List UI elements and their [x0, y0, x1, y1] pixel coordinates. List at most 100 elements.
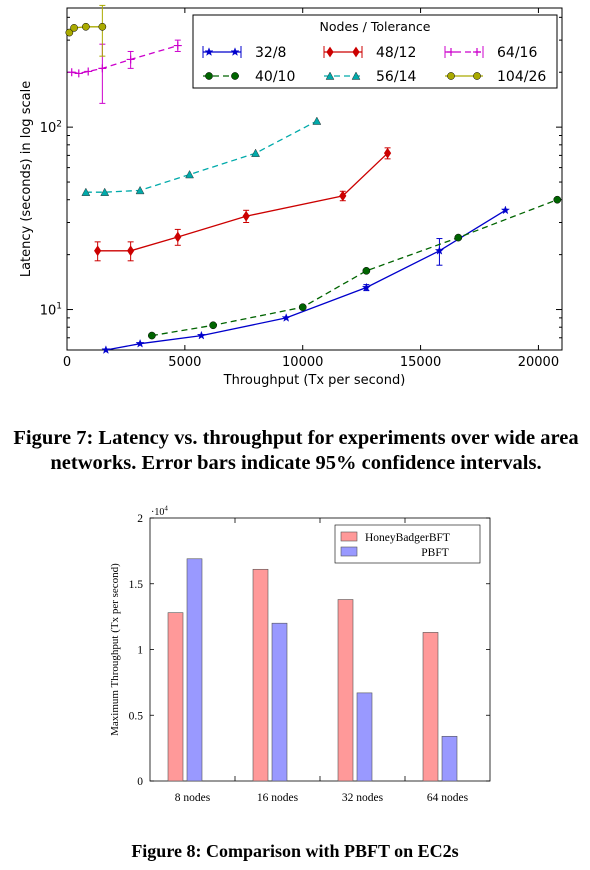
data-point: [454, 233, 463, 242]
data-point: [81, 187, 91, 196]
y-tick-label: 2: [137, 513, 143, 525]
data-point: [242, 210, 250, 222]
y-tick-label: 1: [137, 645, 143, 657]
data-point: [98, 64, 107, 73]
data-point: [135, 338, 145, 348]
series-56-14: [81, 116, 322, 196]
legend-swatch: [340, 531, 358, 542]
series-32-8: [101, 205, 510, 354]
series-line: [71, 44, 178, 75]
x-tick-label: 64 nodes: [427, 792, 469, 804]
bar-pbft: [356, 692, 373, 782]
legend-marker: [325, 71, 335, 80]
data-point: [362, 266, 371, 275]
data-point: [148, 331, 156, 340]
series-104-26: [65, 4, 107, 57]
data-point: [185, 169, 194, 179]
x-tick-label: 32 nodes: [342, 792, 384, 804]
legend-marker: [205, 72, 213, 80]
data-point: [74, 69, 83, 78]
data-point: [100, 187, 110, 196]
legend-marker: [447, 72, 455, 80]
data-point: [553, 195, 562, 204]
series-line: [151, 199, 558, 337]
data-point: [84, 67, 93, 76]
data-point: [94, 245, 102, 257]
data-point: [196, 330, 206, 340]
x-axis-label: Throughput (Tx per second): [223, 373, 406, 388]
y-axis-multiplier: ·104: [151, 505, 168, 519]
data-point: [281, 313, 291, 322]
y-tick-label: 1.5: [129, 579, 144, 591]
x-tick-label: 15000: [400, 355, 441, 370]
legend-marker: [326, 46, 334, 58]
series-line: [97, 152, 389, 252]
data-point: [434, 246, 444, 255]
data-point: [135, 185, 145, 195]
bar-honeybadgerbft: [167, 612, 184, 782]
data-point: [383, 147, 392, 159]
legend-marker: [351, 71, 361, 80]
legend-title: Nodes / Tolerance: [320, 19, 431, 34]
legend: HoneyBadgerBFT PBFT: [334, 524, 481, 564]
legend-marker: [204, 47, 214, 56]
data-point: [70, 24, 78, 32]
data-point: [312, 116, 322, 125]
data-point: [98, 22, 107, 31]
figure-8-caption: Figure 8: Comparison with PBFT on EC2s: [131, 841, 459, 861]
y-axis-label: Maximum Throughput (Tx per second): [109, 563, 121, 736]
y-tick-label: 0.5: [129, 710, 144, 722]
series-line: [85, 120, 318, 193]
legend-marker: [473, 72, 481, 80]
data-point: [67, 68, 76, 77]
x-tick-label: 20000: [518, 355, 559, 370]
x-tick-label: 16 nodes: [257, 792, 299, 804]
legend: Nodes / Tolerance 32/8 48/12 64/16 40/10 56/1…: [192, 14, 558, 89]
x-tick-label: 0: [63, 355, 71, 370]
data-point: [173, 41, 182, 50]
bar-honeybadgerbft: [337, 599, 354, 782]
legend-label: 40/10: [255, 69, 295, 85]
x-tick-label: 10000: [282, 355, 323, 370]
data-point: [127, 245, 135, 257]
data-point: [339, 190, 347, 202]
figure-7-latency-chart: 0 5000 10000 15000 20000 101 102 Throughput (Tx…: [19, 4, 563, 388]
data-point: [65, 28, 74, 37]
legend-label: PBFT: [421, 547, 449, 559]
legend-marker: [231, 72, 239, 80]
figure-8-throughput-chart: 0 0.5 1 1.5 2 ·104 8 nodes 16 nodes 32 nodes 64 n…: [109, 505, 491, 804]
legend-marker: [230, 47, 240, 56]
data-point: [500, 205, 510, 215]
y-tick-label: 102: [40, 119, 62, 136]
data-point: [174, 231, 182, 243]
y-tick-label: 101: [40, 302, 62, 319]
y-tick-label: 0: [137, 776, 143, 788]
figure-7-caption: Figure 7: Latency vs. throughput for exp…: [13, 427, 579, 474]
bar-pbft: [441, 735, 458, 782]
legend-marker: [447, 48, 455, 56]
bar-honeybadgerbft: [422, 632, 439, 782]
legend-label: 56/14: [376, 69, 416, 85]
data-point: [361, 282, 371, 292]
data-point: [251, 148, 260, 157]
x-tick-label: 8 nodes: [175, 792, 211, 804]
legend-label: 104/26: [497, 69, 546, 85]
data-point: [298, 303, 307, 312]
legend-label: 32/8: [255, 45, 286, 61]
x-tick-label: 5000: [168, 355, 201, 370]
y-axis-label: Latency (seconds) in log scale: [19, 81, 34, 277]
legend-label: HoneyBadgerBFT: [365, 532, 450, 544]
data-point: [209, 321, 217, 330]
bar-pbft: [271, 622, 288, 782]
bar-pbft: [186, 558, 203, 782]
series-40-10: [148, 195, 562, 340]
series-64-16: [67, 39, 182, 104]
bar-honeybadgerbft: [252, 568, 269, 782]
legend-swatch: [340, 546, 358, 557]
series-48-12: [94, 147, 392, 262]
legend-marker: [352, 46, 360, 58]
legend-box: [334, 524, 481, 564]
data-point: [126, 55, 135, 64]
legend-marker: [473, 48, 481, 56]
data-point: [101, 345, 111, 354]
